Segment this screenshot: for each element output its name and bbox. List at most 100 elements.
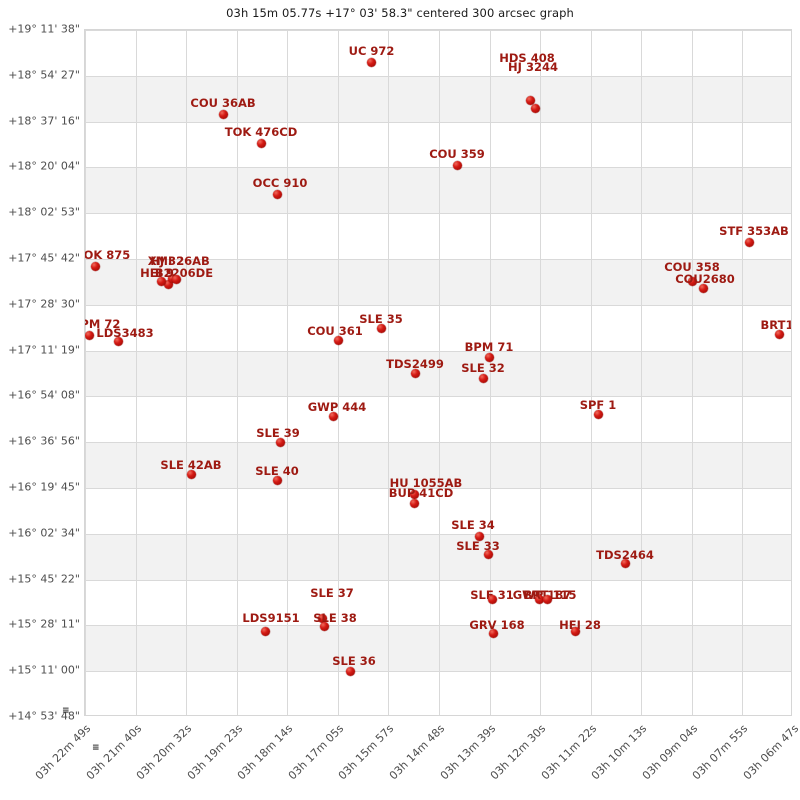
y-axis-tick-label: +17° 11' 19"	[8, 343, 80, 357]
band-3	[85, 350, 791, 397]
star-marker[interactable]	[186, 469, 196, 479]
gridline-h-10	[85, 488, 791, 489]
gridline-h-5	[85, 259, 791, 260]
y-axis-tick-label: +16° 19' 45"	[8, 480, 80, 494]
star-label: SLE 33	[456, 539, 500, 553]
gridline-v-2	[186, 30, 188, 715]
page-title: 03h 15m 05.77s +17° 03' 58.3" centered 3…	[226, 6, 574, 20]
star-label: COU 36AB	[190, 96, 256, 110]
star-marker[interactable]	[487, 594, 497, 604]
y-axis-tick-label: +18° 02' 53"	[8, 205, 80, 219]
star-marker[interactable]	[367, 57, 376, 67]
y-axis-tick-label: +18° 37' 16"	[8, 114, 80, 128]
star-marker[interactable]	[531, 103, 540, 113]
star-label: TOK 875	[84, 248, 131, 262]
star-marker[interactable]	[525, 95, 535, 105]
gridline-v-8	[489, 30, 491, 715]
star-label: BPM 72	[85, 317, 121, 331]
star-label: OCC 910	[252, 176, 308, 190]
band-4	[85, 442, 791, 488]
star-marker[interactable]	[90, 261, 100, 271]
y-axis-declination: +19° 11' 38" +18° 54' 27" +18° 37' 16" +18°…	[0, 23, 80, 723]
star-marker[interactable]	[409, 498, 419, 508]
band-0	[85, 75, 791, 122]
star-label: SLE 34	[451, 518, 495, 532]
star-marker[interactable]	[774, 329, 784, 339]
y-axis-tick-label: +14° 53' 48"	[8, 709, 80, 723]
star-marker[interactable]	[376, 323, 386, 333]
star-marker[interactable]	[218, 109, 228, 119]
y-axis-tick-label: +15° 11' 00"	[8, 663, 80, 677]
gridline-v-9	[540, 30, 542, 715]
star-label: HEI 28	[559, 618, 601, 632]
star-marker[interactable]	[163, 279, 173, 289]
star-marker[interactable]	[319, 621, 329, 631]
star-marker[interactable]	[698, 283, 708, 293]
star-marker[interactable]	[260, 626, 270, 636]
star-marker[interactable]	[542, 594, 552, 604]
star-marker[interactable]	[171, 274, 181, 284]
gridline-h-9	[85, 442, 791, 444]
star-label: HDS 408	[499, 51, 555, 65]
star-marker[interactable]	[488, 628, 498, 638]
star-marker[interactable]	[113, 336, 123, 346]
star-label: COU 358	[664, 260, 720, 274]
gridline-v-11	[641, 30, 643, 715]
gridline-h-14	[85, 671, 791, 673]
star-marker[interactable]	[483, 549, 493, 559]
gridline-h-6	[85, 304, 791, 306]
star-marker[interactable]	[256, 138, 266, 148]
star-marker[interactable]	[744, 237, 754, 247]
star-label: HU 1055AB	[389, 476, 463, 490]
star-marker[interactable]	[275, 437, 285, 447]
star-marker[interactable]	[410, 368, 420, 378]
y-axis-tick-label: +16° 36' 56"	[8, 434, 80, 448]
star-marker[interactable]	[478, 373, 488, 383]
gridline-v-4	[287, 30, 289, 715]
star-marker[interactable]	[409, 489, 419, 499]
star-marker[interactable]	[687, 276, 697, 286]
star-marker[interactable]	[484, 352, 494, 362]
y-axis-tick-label: +18° 20' 04"	[8, 159, 80, 173]
star-marker[interactable]	[272, 189, 282, 199]
star-marker[interactable]	[345, 666, 355, 676]
y-axis-tick-label: +15° 45' 22"	[8, 572, 80, 586]
star-marker[interactable]	[452, 160, 462, 170]
gridline-v-12	[691, 30, 693, 715]
gridline-v-5	[337, 30, 339, 715]
star-label: STF 353AB	[719, 224, 789, 238]
x-axis-right-ascension: 03h 22m 49s 03h 21m 40s 03h 20m 32s 03h 19m…	[33, 716, 800, 800]
star-label: BUP 41CD	[388, 486, 454, 500]
gridline-v-7	[439, 30, 440, 715]
star-marker[interactable]	[474, 531, 484, 541]
star-label: XMI 2	[147, 254, 185, 268]
gridline-h-13	[85, 625, 791, 627]
gridline-v-3	[236, 30, 238, 715]
gridline-v-13	[742, 30, 744, 715]
star-marker[interactable]	[620, 558, 630, 568]
star-marker[interactable]	[328, 411, 338, 421]
y-axis-tick-label: +15° 28' 11"	[8, 617, 80, 631]
gridline-h-3	[85, 167, 791, 169]
star-marker[interactable]	[317, 613, 327, 623]
star-marker[interactable]	[593, 409, 603, 419]
gridline-h-12	[85, 579, 791, 581]
star-label: TOK 476CD	[224, 125, 298, 139]
axis-artifact-glyph: ≡	[92, 743, 100, 753]
band-5	[85, 533, 791, 580]
star-marker[interactable]	[85, 330, 94, 340]
star-label: BPM 71	[464, 340, 514, 354]
star-marker[interactable]	[333, 335, 343, 345]
band-1	[85, 167, 791, 214]
star-marker[interactable]	[156, 276, 166, 286]
star-marker[interactable]	[570, 626, 580, 636]
y-axis-tick-label: +18° 54' 27"	[8, 68, 80, 82]
axis-artifact-glyph: ≡	[62, 706, 70, 716]
star-label: SLE 36	[332, 654, 376, 668]
star-label: LDS9151	[242, 611, 300, 625]
gridline-h-7	[85, 350, 791, 352]
star-marker[interactable]	[534, 594, 544, 604]
band-6	[85, 625, 791, 672]
plot-area[interactable]: UC 972 HDS 408 HJ 3244 COU 36AB TOK 476CD COU…	[84, 29, 792, 716]
star-marker[interactable]	[272, 475, 282, 485]
